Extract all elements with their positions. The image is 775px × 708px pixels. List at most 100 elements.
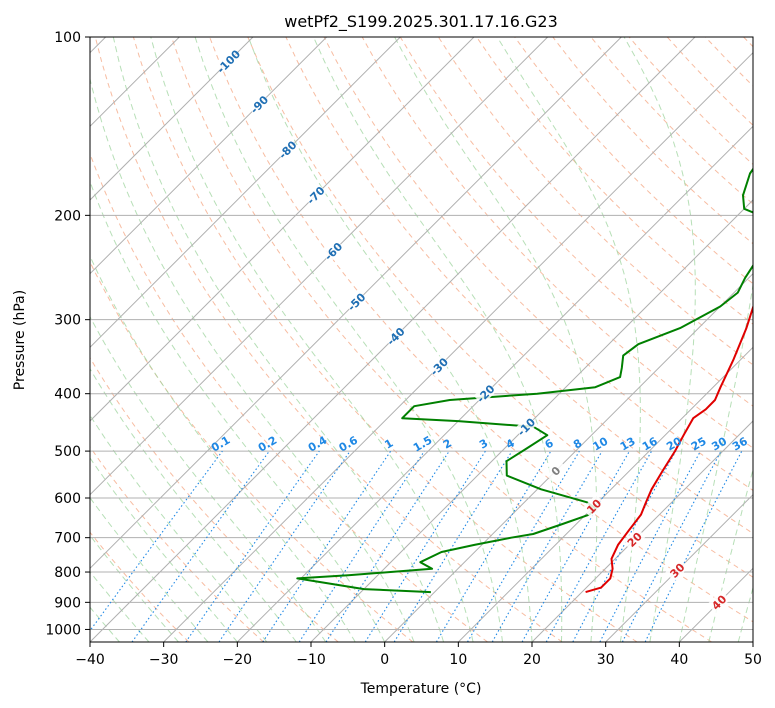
dry-adiabat (132, 37, 638, 642)
moist-adiabat (90, 367, 297, 642)
x-tick-label: −10 (296, 652, 326, 668)
y-tick-label: 100 (54, 30, 81, 46)
y-tick-label: 300 (54, 313, 81, 329)
isotherm-gridline (90, 37, 622, 570)
isotherm-gridline (310, 199, 753, 642)
isotherm-gridline (236, 125, 753, 642)
isotherm-label-bg (665, 558, 689, 582)
isotherm-label-bg (427, 354, 451, 378)
moist-adiabat (194, 37, 503, 642)
x-tick-label: 10 (449, 652, 467, 668)
y-tick-label: 900 (54, 595, 81, 611)
y-tick-label: 700 (54, 531, 81, 547)
x-axis-label: Temperature (°C) (360, 681, 482, 697)
isotherm-label-bg (383, 324, 408, 348)
isotherm-label-bg (216, 49, 240, 73)
dry-adiabat (514, 37, 753, 285)
isotherm-label-bg (344, 289, 368, 314)
moist-adiabat (496, 37, 641, 642)
y-tick-label: 800 (54, 565, 81, 581)
moist-adiabat (394, 37, 598, 642)
isotherm-label-bg (581, 494, 606, 518)
isotherm-gridline (90, 37, 549, 496)
mixing-ratio-line (262, 450, 392, 642)
dry-adiabat (90, 446, 264, 642)
mixing-ratio-line (298, 450, 425, 642)
mixing-ratio-line (131, 450, 270, 642)
y-tick-label: 1000 (45, 622, 81, 638)
background-lines (90, 37, 753, 642)
isotherm-label-bg (622, 527, 646, 551)
x-tick-label: 0 (380, 652, 389, 668)
isotherm-gridline (384, 272, 753, 642)
moist-adiabat (247, 37, 533, 642)
mixing-ratio-line (644, 450, 743, 642)
moist-adiabat (90, 496, 209, 642)
dry-adiabat (90, 152, 488, 642)
isotherm-gridline (163, 51, 753, 642)
isotherm-label-bg (321, 239, 345, 263)
moist-adiabat (90, 315, 327, 642)
moist-adiabat (623, 37, 696, 642)
dry-adiabat (94, 37, 563, 642)
mixing-ratio-line (185, 450, 320, 642)
isotherm-label-bg (514, 414, 538, 439)
mixing-ratio-line (545, 450, 653, 642)
dewpoint-line (296, 167, 753, 594)
axes: −40 −30 −20 −10 0 10 20 30 40 50 1000 900 800 700 600 5… (45, 30, 762, 668)
moist-adiabat (150, 37, 474, 642)
isotherm-gridline (90, 37, 328, 275)
moist-adiabat (90, 457, 238, 642)
y-tick-label: 600 (54, 491, 81, 507)
mixing-ratio-line (218, 450, 351, 642)
isotherm-label-bg (543, 458, 568, 483)
isotherm-gridline (90, 37, 475, 422)
y-tick-label: 200 (54, 208, 81, 224)
isotherm-gridline (90, 37, 401, 349)
isotherm-label-bg (275, 137, 299, 162)
x-tick-label: 30 (597, 652, 615, 668)
mixing-ratio-line (325, 450, 450, 642)
x-tick-label: −20 (223, 652, 253, 668)
mixing-ratio-line (90, 450, 223, 632)
y-tick-label: 500 (54, 444, 81, 460)
dry-adiabat (90, 356, 339, 642)
isotherm-gridline (457, 346, 753, 642)
plot-frame (89, 36, 754, 643)
dry-adiabat (90, 531, 190, 642)
dry-adiabat (247, 37, 753, 578)
x-tick-label: 40 (670, 652, 688, 668)
isotherm-label-bg (473, 381, 497, 405)
isotherm-label-bg (303, 183, 328, 207)
x-tick-label: 50 (744, 652, 762, 668)
dry-adiabat (209, 37, 753, 623)
dry-adiabat (171, 37, 712, 642)
sounding-profiles (296, 167, 753, 594)
mixing-ratio-line (393, 450, 513, 642)
isotherm-gridline (605, 493, 753, 642)
y-axis-label: Pressure (hPa) (12, 290, 28, 390)
dry-adiabat (361, 37, 753, 449)
x-tick-label: −30 (149, 652, 179, 668)
moist-adiabat (90, 76, 415, 642)
moist-adiabat (90, 254, 356, 642)
moist-adiabat (90, 534, 179, 642)
temperature-line (585, 304, 753, 594)
moist-adiabat (90, 414, 268, 642)
isotherm-label-bg (707, 590, 731, 614)
chart-title: wetPf2_S199.2025.301.17.16.G23 (284, 12, 558, 32)
x-tick-label: −40 (75, 652, 105, 668)
y-tick-label: 400 (54, 387, 81, 403)
moist-adiabat (112, 37, 445, 642)
x-tick-label: 20 (523, 652, 541, 668)
isotherm-label-bg (247, 92, 271, 116)
mixing-ratio-line (572, 450, 677, 642)
mixing-ratio-line (521, 450, 630, 642)
dry-adiabat (399, 37, 753, 407)
isotherm-gridline (90, 37, 254, 201)
moist-adiabat (678, 282, 753, 642)
moist-adiabat (737, 585, 753, 642)
moist-adiabat (313, 37, 563, 642)
